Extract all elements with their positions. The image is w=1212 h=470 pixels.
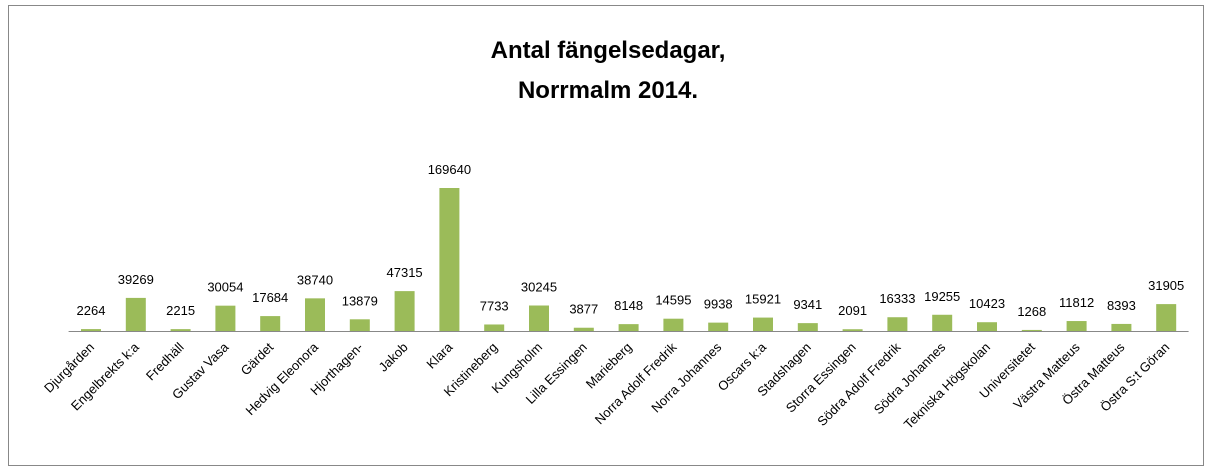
bar — [81, 329, 101, 331]
data-label: 2215 — [166, 303, 195, 318]
chart-title: Norrmalm 2014. — [518, 77, 698, 104]
data-label: 1268 — [1017, 304, 1046, 319]
data-label: 11812 — [1059, 295, 1094, 310]
bar — [349, 319, 370, 331]
bar — [1111, 323, 1132, 331]
bar — [797, 323, 818, 331]
bar — [1156, 304, 1177, 331]
data-label: 9938 — [704, 297, 733, 312]
bar — [708, 322, 729, 331]
bar — [932, 314, 953, 331]
bar — [305, 298, 325, 331]
bar — [573, 327, 594, 331]
bar — [215, 305, 236, 331]
bar — [394, 291, 415, 331]
data-label: 17684 — [252, 290, 288, 305]
data-label: 169640 — [428, 162, 471, 177]
data-label: 8148 — [614, 298, 643, 313]
data-label: 19255 — [924, 289, 960, 304]
data-label: 39269 — [118, 272, 154, 287]
data-label: 38740 — [297, 272, 333, 287]
bar — [887, 317, 908, 331]
data-label: 10423 — [969, 296, 1005, 311]
chart-border — [8, 5, 1204, 466]
data-label: 3877 — [569, 302, 598, 317]
bar — [1066, 321, 1087, 331]
bar — [484, 324, 505, 331]
data-label: 14595 — [655, 293, 691, 308]
data-label: 30245 — [521, 280, 557, 295]
bar — [753, 317, 773, 331]
data-label: 47315 — [387, 265, 423, 280]
data-label: 7733 — [480, 298, 509, 313]
bar — [663, 318, 684, 331]
data-label: 31905 — [1148, 278, 1184, 293]
bar — [618, 324, 639, 331]
bar — [842, 329, 863, 331]
bar — [977, 322, 997, 331]
data-label: 13879 — [342, 293, 378, 308]
bar — [170, 329, 191, 331]
data-label: 9341 — [793, 297, 822, 312]
bar — [125, 297, 146, 331]
data-label: 2091 — [838, 303, 867, 318]
bar — [439, 188, 460, 331]
bar — [529, 305, 549, 331]
data-label: 30054 — [207, 280, 243, 295]
data-label: 2264 — [77, 303, 106, 318]
bar — [1021, 329, 1042, 331]
data-label: 16333 — [879, 291, 915, 306]
bar — [260, 316, 281, 331]
data-label: 15921 — [745, 292, 781, 307]
chart-title: Antal fängelsedagar, — [491, 37, 726, 64]
data-label: 8393 — [1107, 298, 1136, 313]
